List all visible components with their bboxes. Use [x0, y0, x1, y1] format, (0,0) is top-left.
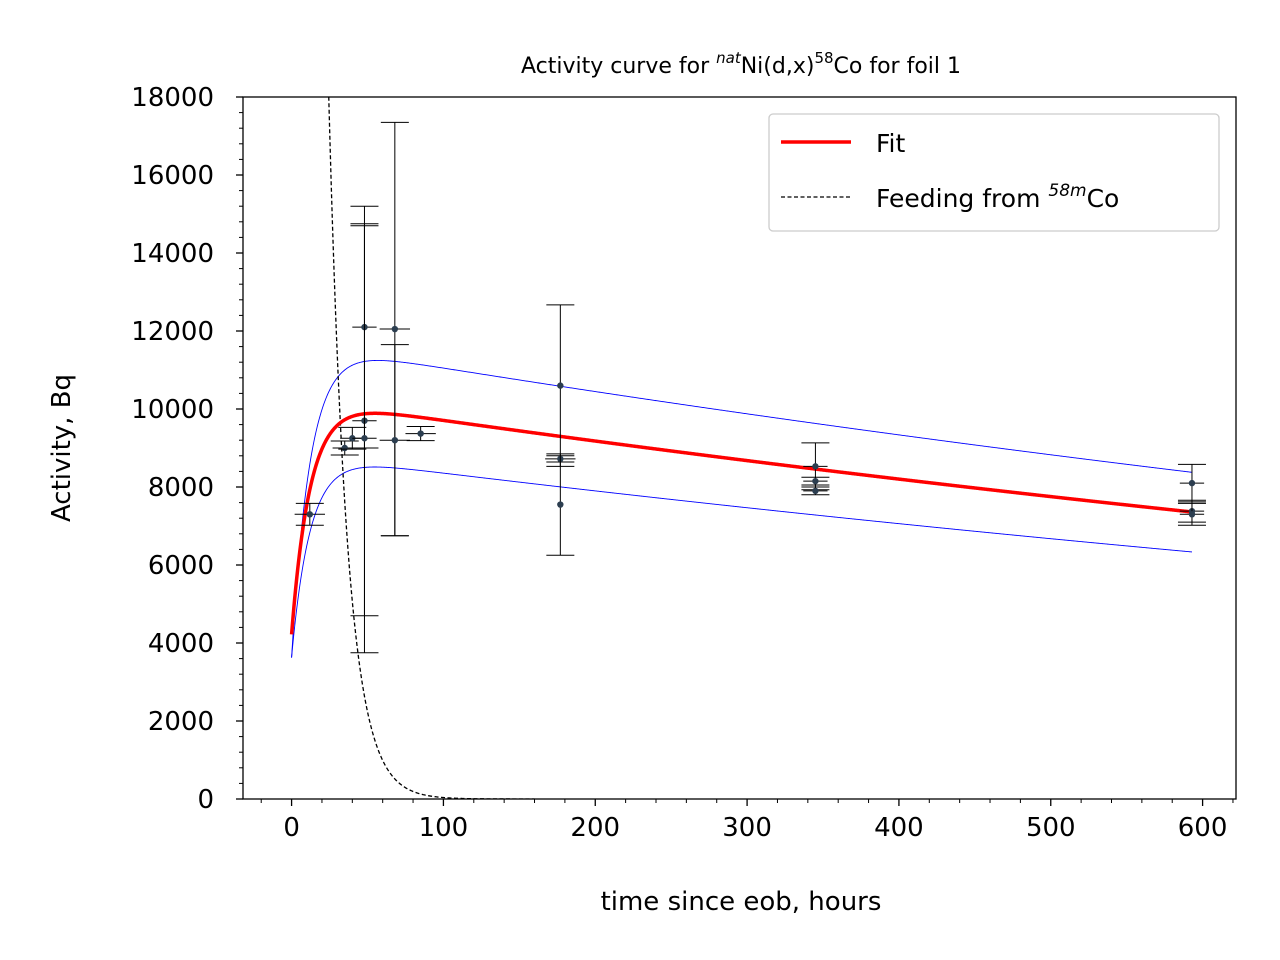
data-point-group: [379, 344, 411, 537]
upper-confidence-band: [291, 360, 1193, 658]
data-point-group: [1177, 463, 1206, 503]
data-points: [294, 121, 1206, 654]
data-point: [1188, 511, 1196, 518]
y-tick-label: 10000: [131, 395, 214, 425]
axes: 0 100 200 300 400 500 600020004000600080001000…: [131, 83, 1234, 843]
data-point: [361, 435, 368, 442]
plot-frame: [242, 96, 1237, 800]
data-point: [812, 477, 819, 485]
legend-feeding-sup: 58m: [1048, 181, 1086, 201]
data-point-group: [801, 476, 830, 486]
fit-curve: [289, 411, 1193, 635]
legend-feeding-post: Co: [1087, 184, 1120, 213]
x-tick-label: 600: [1178, 813, 1228, 843]
lower-confidence-band: [291, 466, 1193, 658]
x-axis-label: time since eob, hours: [601, 887, 882, 917]
data-point: [557, 501, 564, 508]
y-tick-label: 12000: [131, 317, 214, 347]
x-tick-label: 100: [419, 813, 469, 843]
x-tick-label: 500: [1026, 813, 1076, 843]
legend-box: [768, 113, 1220, 232]
x-tick-label: 400: [874, 813, 924, 843]
chart-title-sup1: nat: [716, 49, 742, 67]
y-tick-label: 6000: [148, 551, 214, 581]
data-point: [812, 463, 819, 470]
data-point-group: [546, 453, 575, 556]
x-tick-label: 300: [722, 813, 772, 843]
y-tick-label: 14000: [131, 239, 214, 269]
data-point: [306, 511, 314, 518]
feeding-curve: [328, 97, 535, 799]
data-point-group: [350, 223, 379, 654]
data-point-group: [546, 304, 575, 467]
chart-title-main: Activity curve for: [521, 54, 716, 79]
data-point-group: [405, 426, 436, 442]
y-tick-label: 2000: [148, 707, 214, 737]
y-tick-label: 18000: [131, 83, 214, 113]
legend: Fit Feeding from 58mCo: [768, 113, 1220, 232]
y-tick-label: 16000: [131, 161, 214, 191]
legend-fit-label: Fit: [876, 129, 906, 158]
data-point: [391, 437, 399, 444]
data-point-group: [801, 486, 830, 496]
y-tick-label: 0: [197, 785, 214, 815]
y-axis-label: Activity, Bq: [47, 374, 77, 522]
chart-title-mid: Ni(d,x): [741, 54, 815, 79]
data-point-group: [294, 502, 325, 526]
chart-title-end: Co for foil 1: [834, 54, 961, 79]
data-point: [391, 325, 399, 333]
chart-title-sup2: 58: [814, 49, 833, 67]
data-point-group: [1177, 502, 1206, 526]
data-point: [1188, 479, 1196, 487]
data-point: [812, 487, 819, 495]
legend-feeding-pre: Feeding from: [876, 184, 1048, 213]
data-point: [341, 444, 348, 452]
y-tick-label: 4000: [148, 629, 214, 659]
data-point: [557, 382, 564, 389]
chart-title: Activity curve for natNi(d,x)58Co for fo…: [521, 49, 961, 79]
x-tick-label: 200: [570, 813, 620, 843]
y-tick-label: 8000: [148, 473, 214, 503]
x-tick-label: 0: [283, 813, 300, 843]
data-point: [417, 430, 424, 437]
legend-feeding-label: Feeding from 58mCo: [876, 181, 1119, 213]
